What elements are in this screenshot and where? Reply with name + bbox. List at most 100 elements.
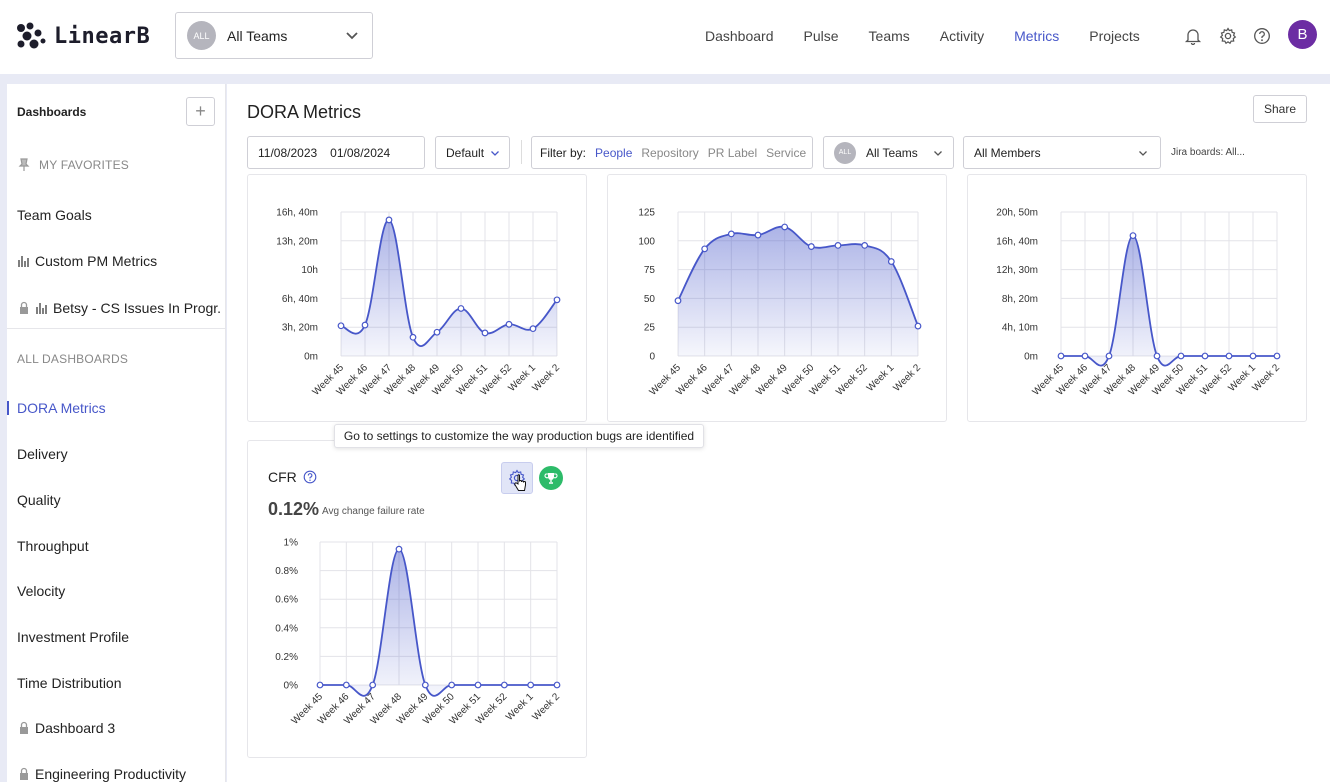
data-point[interactable] [781, 223, 789, 231]
data-point[interactable] [337, 322, 345, 330]
nav-teams[interactable]: Teams [868, 28, 910, 44]
filter-option-people[interactable]: People [595, 145, 633, 160]
nav-metrics[interactable]: Metrics [1014, 28, 1060, 44]
x-tick-label: Week 1 [504, 691, 536, 723]
data-point[interactable] [1129, 232, 1137, 240]
lock-icon [20, 721, 28, 734]
pointer-cursor-icon [514, 474, 526, 491]
bell-icon[interactable] [1184, 27, 1202, 45]
sidebar-item-team-goals[interactable]: Team Goals [17, 207, 222, 223]
share-button[interactable]: Share [1253, 95, 1307, 123]
data-point[interactable] [1105, 352, 1113, 360]
sidebar-item-custom-pm-metrics[interactable]: Custom PM Metrics [17, 253, 222, 269]
logo[interactable]: LinearB [16, 22, 150, 50]
data-point[interactable] [553, 296, 561, 304]
chart-card-2: 0 25 50 75 100 125 Week 45 Week 46 Week 47 Week 4… [607, 174, 947, 422]
data-point[interactable] [1153, 352, 1161, 360]
data-point[interactable] [361, 321, 369, 329]
data-point[interactable] [727, 230, 735, 238]
add-dashboard-button[interactable]: + [186, 97, 215, 126]
filter-option-service[interactable]: Service [766, 145, 807, 160]
data-point[interactable] [701, 245, 709, 253]
data-point[interactable] [861, 242, 869, 249]
chevron-down-icon [346, 32, 358, 40]
data-point[interactable] [385, 216, 393, 224]
sidebar-item-label: Delivery [17, 446, 68, 462]
jira-boards-label[interactable]: Jira boards: All... [1171, 147, 1245, 158]
data-point[interactable] [553, 681, 561, 689]
data-point[interactable] [481, 329, 489, 337]
data-point[interactable] [887, 258, 895, 265]
data-point[interactable] [674, 297, 682, 305]
data-point[interactable] [369, 681, 377, 689]
data-point[interactable] [1177, 352, 1185, 360]
gear-icon[interactable] [1219, 27, 1237, 45]
sidebar-item-label: Team Goals [17, 207, 92, 223]
help-icon[interactable] [303, 470, 317, 484]
data-point[interactable] [529, 325, 537, 333]
sidebar-item-investment-profile[interactable]: Investment Profile [17, 629, 222, 645]
nav-activity[interactable]: Activity [939, 28, 985, 44]
sidebar-item-quality[interactable]: Quality [17, 492, 222, 508]
sidebar-item-betsy-cs-issues[interactable]: Betsy - CS Issues In Progr... [17, 300, 222, 316]
y-tick-label: 0.6% [275, 595, 298, 606]
y-tick-label: 1% [284, 538, 299, 549]
preset-select[interactable]: Default [435, 136, 510, 169]
data-point[interactable] [316, 681, 324, 689]
data-point[interactable] [1273, 352, 1281, 360]
sidebar-item-velocity[interactable]: Velocity [17, 583, 222, 599]
series-line [320, 548, 557, 697]
data-point[interactable] [342, 681, 350, 689]
user-avatar[interactable]: B [1288, 20, 1317, 49]
sidebar-item-dora-metrics[interactable]: DORA Metrics [17, 400, 222, 416]
data-point[interactable] [433, 328, 441, 336]
data-point[interactable] [1057, 352, 1065, 360]
data-point[interactable] [474, 681, 482, 689]
team-filter[interactable]: ALL All Teams [823, 136, 954, 169]
filter-by-group: Filter by: People Repository PR Label Se… [531, 136, 813, 169]
sidebar-item-time-distribution[interactable]: Time Distribution [17, 675, 222, 691]
data-point[interactable] [527, 681, 535, 689]
y-tick-label: 0.2% [275, 652, 298, 663]
sidebar-item-label: Time Distribution [17, 675, 122, 691]
members-filter[interactable]: All Members [963, 136, 1161, 169]
sidebar-item-throughput[interactable]: Throughput [17, 538, 222, 554]
data-point[interactable] [409, 333, 417, 341]
chart-card-3: 0m 4h, 10m 8h, 20m 12h, 30m 16h, 40m 20h, 50m… [967, 174, 1307, 422]
y-tick-label: 0.4% [275, 623, 298, 634]
y-tick-label: 12h, 30m [996, 265, 1038, 276]
filter-option-repository[interactable]: Repository [641, 145, 699, 160]
data-point[interactable] [1201, 352, 1209, 360]
data-point[interactable] [457, 305, 465, 312]
benchmark-button[interactable] [539, 466, 563, 490]
data-point[interactable] [914, 322, 922, 330]
filter-option-pr-label[interactable]: PR Label [707, 145, 758, 160]
data-point[interactable] [1249, 352, 1257, 360]
bar-chart-icon [36, 303, 47, 314]
data-point[interactable] [395, 545, 403, 553]
data-point[interactable] [1225, 352, 1233, 360]
data-point[interactable] [448, 681, 456, 689]
data-point[interactable] [421, 681, 429, 689]
nav-pulse[interactable]: Pulse [803, 28, 839, 44]
y-tick-label: 4h, 10m [1002, 323, 1038, 334]
sidebar: Dashboards + MY FAVORITES Team Goals Cus… [7, 84, 226, 782]
team-selector[interactable]: ALL All Teams [175, 12, 373, 59]
data-point[interactable] [754, 231, 762, 239]
team-filter-label: All Teams [866, 145, 918, 160]
nav-dashboard[interactable]: Dashboard [705, 28, 774, 44]
data-point[interactable] [500, 681, 508, 689]
sidebar-item-dashboard-3[interactable]: Dashboard 3 [17, 720, 222, 736]
sidebar-item-delivery[interactable]: Delivery [17, 446, 222, 462]
data-point[interactable] [807, 243, 815, 250]
cfr-value: 0.12% [268, 499, 320, 519]
date-range-picker[interactable]: 11/08/2023 01/08/2024 [247, 136, 425, 169]
y-tick-label: 0m [1024, 352, 1038, 363]
sidebar-item-engineering-productivity[interactable]: Engineering Productivity [17, 766, 222, 782]
help-icon[interactable] [1253, 27, 1271, 45]
data-point[interactable] [1081, 352, 1089, 360]
nav-projects[interactable]: Projects [1089, 28, 1140, 44]
data-point[interactable] [834, 242, 842, 249]
data-point[interactable] [505, 320, 513, 328]
